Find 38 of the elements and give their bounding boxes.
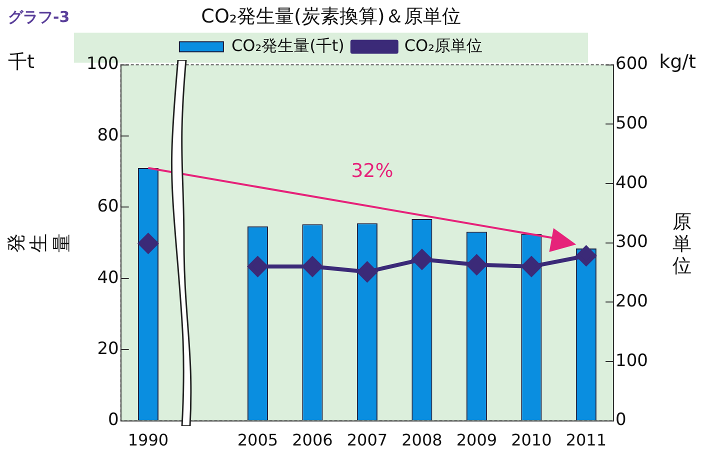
x-tick-label: 2006	[292, 430, 333, 450]
x-tick-label: 2007	[346, 430, 388, 450]
text: 千t	[8, 51, 34, 73]
y-tick-label: 60	[97, 196, 119, 217]
y2-tick-label: 500	[616, 114, 648, 134]
chart-title: CO₂発生量(炭素換算)＆原単位	[201, 5, 461, 28]
x-tick-label: 2011	[566, 430, 607, 450]
point	[466, 254, 487, 275]
x-tick-label: 1990	[128, 430, 169, 450]
point	[576, 246, 596, 266]
y2-axis-title: 原単位	[672, 210, 692, 277]
x-tick-label: 2005	[237, 430, 278, 450]
y2-tick-label: 300	[616, 232, 648, 252]
y2-tick-label: 100	[616, 350, 648, 371]
point	[138, 233, 158, 254]
y-tick-label: 80	[97, 125, 119, 146]
x-tick-label: 2009	[456, 430, 498, 450]
point	[248, 256, 268, 277]
y-axis-title: 発生量	[5, 233, 73, 252]
y2-tick-label: 600	[616, 54, 648, 74]
text: kg/t	[659, 51, 696, 73]
x-tick-label: 2010	[511, 430, 552, 450]
y2-tick-label: 400	[616, 172, 648, 193]
point	[302, 256, 322, 277]
annotation: 32%	[351, 160, 394, 182]
y2-tick-label: 200	[616, 292, 648, 312]
y-tick-label: 100	[86, 54, 119, 74]
y-tick-label: 0	[108, 410, 119, 430]
point	[357, 262, 378, 282]
text: グラフ-3	[8, 8, 70, 26]
y-tick-label: 40	[97, 268, 119, 288]
x-tick-label: 2008	[402, 430, 442, 450]
point	[412, 249, 432, 270]
legend-label: CO₂発生量(千t)	[231, 36, 344, 55]
y-tick-label: 20	[97, 339, 119, 360]
point	[521, 256, 542, 277]
y2-tick-label: 0	[616, 410, 626, 430]
legend-label: CO₂原単位	[404, 36, 483, 55]
